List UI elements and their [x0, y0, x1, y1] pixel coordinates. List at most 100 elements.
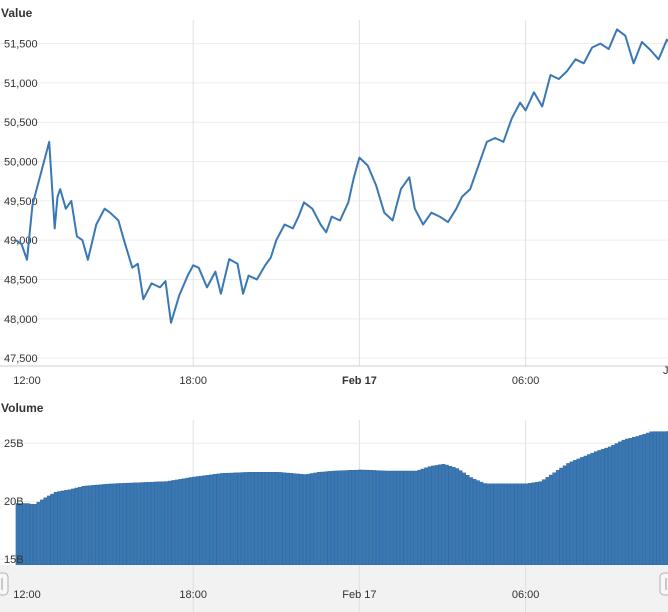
volume-bar — [67, 489, 72, 566]
volume-bar — [133, 482, 138, 566]
volume-bar — [147, 482, 151, 566]
volume-bar — [237, 472, 241, 566]
volume-bar — [458, 470, 463, 566]
volume-bar — [580, 457, 584, 566]
volume-bar — [434, 465, 439, 566]
volume-bar — [209, 474, 214, 566]
volume-bar — [278, 472, 283, 566]
volume-bar — [306, 473, 311, 566]
volume-bar — [168, 480, 172, 566]
volume-bar — [455, 468, 460, 566]
volume-bar — [600, 449, 605, 566]
value-y-tick-label: 50,500 — [4, 117, 38, 129]
volume-bar — [275, 472, 280, 566]
volume-bar — [604, 447, 608, 566]
volume-bar — [50, 493, 54, 566]
volume-chart-title: Volume — [1, 401, 44, 415]
volume-bar — [337, 470, 342, 566]
volume-bar — [358, 469, 363, 566]
volume-bar — [573, 460, 577, 566]
volume-bar — [417, 469, 422, 566]
volume-bar — [618, 441, 622, 566]
volume-bar — [368, 470, 373, 566]
volume-bar — [310, 473, 314, 566]
value-y-tick-label: 49,500 — [4, 196, 38, 208]
volume-bar — [119, 483, 124, 566]
volume-bar — [445, 464, 449, 566]
volume-bar — [396, 470, 401, 566]
volume-bar — [524, 483, 529, 566]
volume-bar — [29, 503, 34, 566]
value-x-tick-label: 06:00 — [512, 375, 540, 387]
navigator-x-tick-label: 12:00 — [13, 589, 41, 601]
volume-bar — [199, 475, 203, 566]
volume-bar — [614, 443, 619, 566]
volume-bar — [645, 432, 650, 566]
volume-bars — [15, 431, 668, 566]
volume-bar — [375, 470, 380, 566]
value-x-axis: 12:00 18:00 Feb 17 06:00 — [13, 375, 539, 387]
navigator-left-handle[interactable] — [0, 572, 9, 596]
volume-bar — [102, 484, 106, 566]
volume-bar — [143, 482, 148, 566]
volume-bar — [323, 471, 328, 566]
volume-bar — [330, 470, 335, 566]
volume-bar — [268, 472, 273, 566]
volume-bar — [607, 446, 612, 566]
volume-bar — [254, 472, 259, 566]
volume-bar — [247, 472, 252, 566]
volume-bar — [528, 483, 532, 566]
volume-bar — [219, 473, 224, 566]
volume-bar — [497, 483, 501, 566]
volume-bar — [216, 473, 221, 566]
volume-bar — [362, 469, 366, 566]
volume-bar — [552, 472, 556, 566]
volume-bar — [206, 475, 210, 566]
volume-bar — [292, 473, 297, 566]
volume-bar — [503, 483, 508, 566]
volume-bar — [258, 472, 262, 566]
volume-bar — [164, 481, 169, 566]
volume-bar — [656, 431, 660, 566]
value-y-tick-label: 50,000 — [4, 157, 38, 169]
volume-y-axis: 25B 20B 15B — [4, 438, 24, 566]
volume-bar — [386, 470, 390, 566]
volume-bar — [57, 491, 61, 566]
volume-bar — [469, 477, 473, 566]
volume-bar — [91, 485, 96, 566]
volume-bar — [282, 472, 286, 566]
volume-bar — [479, 481, 484, 566]
volume-y-tick-label: 15B — [4, 554, 24, 566]
volume-bar — [317, 472, 321, 566]
volume-bar — [535, 482, 539, 566]
volume-bar — [171, 480, 176, 566]
navigator-background[interactable] — [0, 565, 668, 612]
volume-bar — [514, 483, 518, 566]
volume-bar — [348, 470, 352, 566]
volume-bar — [372, 470, 377, 566]
volume-bar — [559, 467, 563, 566]
volume-bar — [649, 431, 653, 566]
volume-bar — [493, 483, 498, 566]
volume-bar — [393, 470, 397, 566]
volume-bar — [98, 484, 103, 566]
volume-bar — [84, 485, 89, 566]
navigator-right-handle[interactable] — [659, 572, 668, 596]
volume-bar — [486, 483, 491, 566]
navigator-x-tick-label: Feb 17 — [342, 589, 376, 601]
volume-bar — [379, 470, 383, 566]
volume-bar — [403, 470, 408, 566]
navigator-x-axis: 12:00 18:00 Feb 17 06:00 — [13, 565, 539, 612]
volume-bar — [320, 471, 325, 566]
volume-bar — [545, 477, 550, 566]
volume-bar — [355, 469, 359, 566]
volume-bar — [213, 474, 217, 566]
volume-bar — [611, 445, 615, 566]
navigator-x-tick-label: 18:00 — [179, 589, 207, 601]
volume-bar — [53, 492, 58, 566]
volume-bar — [400, 470, 404, 566]
volume-bar — [88, 485, 92, 566]
volume-bar — [226, 472, 231, 566]
volume-bar — [569, 461, 574, 566]
volume-bar — [517, 483, 522, 566]
